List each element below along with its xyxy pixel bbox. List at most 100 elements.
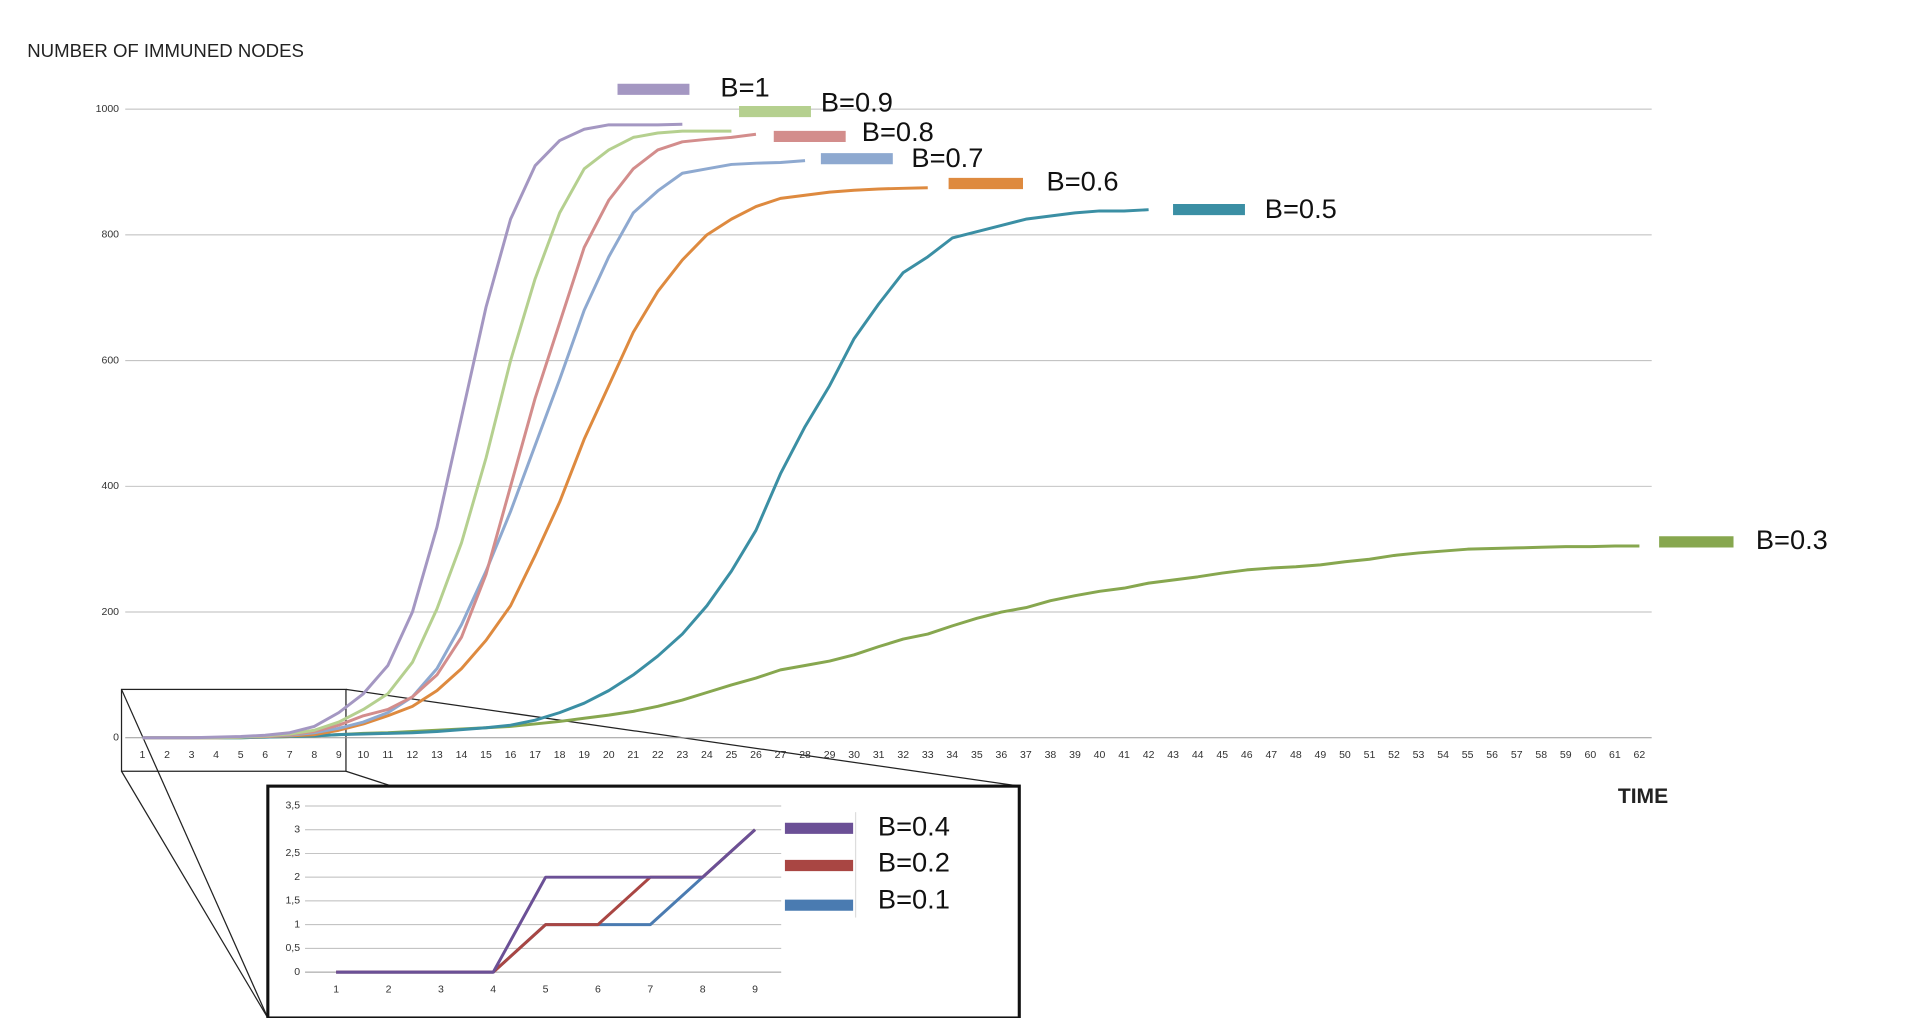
x-tick-label: 3 (438, 983, 444, 995)
x-tick-label: 10 (357, 749, 369, 761)
y-tick-label: 200 (101, 606, 119, 618)
x-tick-label: 25 (726, 749, 738, 761)
x-tick-label: 16 (505, 749, 517, 761)
x-tick-label: 48 (1290, 749, 1302, 761)
x-tick-label: 5 (238, 749, 244, 761)
y-tick-label: 0,5 (285, 942, 300, 954)
x-tick-label: 39 (1069, 749, 1081, 761)
x-tick-label: 4 (490, 983, 496, 995)
x-tick-label: 32 (897, 749, 909, 761)
y-tick-label: 0 (113, 732, 119, 744)
x-tick-label: 13 (431, 749, 443, 761)
y-tick-label: 1 (294, 918, 300, 930)
y-tick-label: 3 (294, 823, 300, 835)
x-tick-label: 54 (1437, 749, 1449, 761)
x-tick-label: 53 (1413, 749, 1425, 761)
legend-label: B=0.5 (1265, 193, 1337, 224)
x-tick-label: 52 (1388, 749, 1400, 761)
y-tick-label: 1,5 (285, 895, 300, 907)
x-tick-label: 34 (946, 749, 958, 761)
x-tick-label: 50 (1339, 749, 1351, 761)
x-tick-label: 59 (1560, 749, 1572, 761)
x-tick-label: 21 (627, 749, 639, 761)
x-tick-label: 1 (333, 983, 339, 995)
x-tick-label: 14 (456, 749, 468, 761)
x-tick-label: 51 (1364, 749, 1376, 761)
x-tick-label: 28 (799, 749, 811, 761)
x-tick-label: 9 (752, 983, 758, 995)
zoom-connector (120, 770, 269, 1018)
x-tick-label: 18 (554, 749, 566, 761)
legend-label: B=0.4 (878, 810, 950, 841)
x-tick-label: 11 (382, 749, 393, 761)
x-tick-label: 61 (1609, 749, 1621, 761)
x-tick-label: 4 (213, 749, 219, 761)
inset-frame (266, 784, 1021, 1018)
x-tick-label: 37 (1020, 749, 1032, 761)
x-tick-label: 24 (701, 749, 713, 761)
x-tick-label: 29 (824, 749, 836, 761)
y-tick-label: 0 (294, 966, 300, 978)
x-tick-label: 49 (1315, 749, 1327, 761)
x-tick-label: 8 (311, 749, 317, 761)
x-tick-label: 58 (1535, 749, 1547, 761)
x-tick-label: 20 (603, 749, 615, 761)
x-axis-label: TIME (1618, 785, 1668, 808)
legend-label: B=0.9 (821, 86, 893, 117)
legend-label: B=0.7 (911, 142, 983, 173)
y-tick-label: 3,5 (285, 800, 300, 812)
x-tick-label: 7 (647, 983, 653, 995)
x-tick-label: 15 (480, 749, 492, 761)
x-tick-label: 38 (1045, 749, 1057, 761)
x-tick-label: 2 (386, 983, 392, 995)
zoom-connector (345, 770, 393, 787)
x-tick-label: 5 (543, 983, 549, 995)
x-tick-label: 36 (996, 749, 1008, 761)
legend-label: B=0.3 (1756, 524, 1828, 555)
x-tick-label: 31 (873, 749, 885, 761)
x-tick-label: 47 (1265, 749, 1277, 761)
legend-label: B=0.1 (878, 884, 950, 915)
x-tick-label: 9 (336, 749, 342, 761)
zoom-connector (120, 689, 269, 1018)
series-line (336, 828, 757, 974)
x-tick-label: 60 (1584, 749, 1596, 761)
x-tick-label: 45 (1216, 749, 1228, 761)
legend-label: B=0.2 (878, 846, 950, 877)
x-tick-label: 23 (676, 749, 688, 761)
x-tick-label: 7 (287, 749, 293, 761)
x-tick-label: 6 (595, 983, 601, 995)
x-tick-label: 8 (700, 983, 706, 995)
x-tick-label: 46 (1241, 749, 1253, 761)
x-tick-label: 56 (1486, 749, 1498, 761)
x-tick-label: 62 (1634, 749, 1646, 761)
x-tick-label: 33 (922, 749, 934, 761)
x-tick-label: 26 (750, 749, 762, 761)
x-tick-label: 41 (1118, 749, 1130, 761)
y-tick-label: 400 (101, 480, 119, 492)
y-tick-label: 800 (101, 229, 119, 241)
y-axis-label: NUMBER OF IMMUNED NODES (27, 40, 304, 61)
x-tick-label: 30 (848, 749, 860, 761)
x-tick-label: 44 (1192, 749, 1204, 761)
legend-label: B=1 (720, 71, 769, 102)
x-tick-label: 12 (407, 749, 419, 761)
legend-label: B=0.8 (862, 116, 934, 147)
x-tick-label: 55 (1462, 749, 1474, 761)
y-tick-label: 2 (294, 871, 300, 883)
x-tick-label: 35 (971, 749, 983, 761)
zoom-box (120, 688, 347, 772)
y-tick-label: 2,5 (285, 847, 300, 859)
x-tick-label: 57 (1511, 749, 1523, 761)
x-tick-label: 1 (140, 749, 146, 761)
x-tick-label: 3 (189, 749, 195, 761)
x-tick-label: 6 (262, 749, 268, 761)
x-tick-label: 40 (1094, 749, 1106, 761)
y-tick-label: 1000 (96, 103, 120, 115)
x-tick-label: 2 (164, 749, 170, 761)
x-tick-label: 27 (775, 749, 787, 761)
x-tick-label: 19 (578, 749, 590, 761)
x-tick-label: 42 (1143, 749, 1155, 761)
y-tick-label: 600 (101, 354, 119, 366)
